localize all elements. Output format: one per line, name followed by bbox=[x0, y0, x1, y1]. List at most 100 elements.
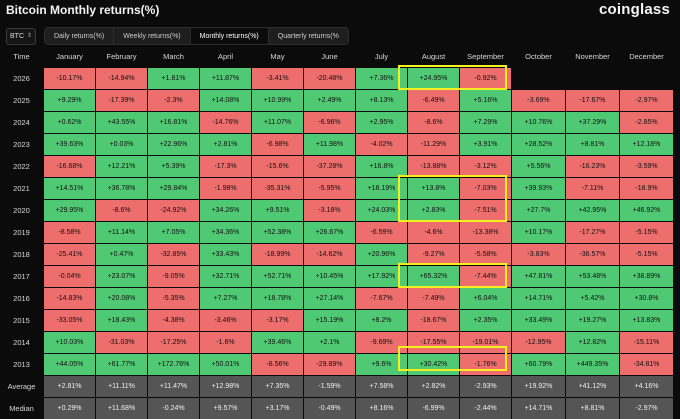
return-cell: +5.56% bbox=[512, 156, 565, 177]
tab-monthly-returns[interactable]: Monthly returns(%) bbox=[190, 28, 269, 44]
return-cell: -4.6% bbox=[408, 222, 459, 243]
return-cell: -13.38% bbox=[460, 222, 511, 243]
table-row: 2021 +14.51% +36.78% +29.84% -1.98% -35.31% -5… bbox=[0, 178, 680, 200]
return-cell: -16.68% bbox=[44, 156, 95, 177]
return-cell: -9.69% bbox=[356, 332, 407, 353]
up-down-chevron-icon: ⇕ bbox=[26, 33, 32, 39]
return-cell: -1.6% bbox=[200, 332, 251, 353]
row-year-label: 2026 bbox=[13, 74, 30, 83]
asset-select[interactable]: BTC ⇕ bbox=[6, 27, 36, 45]
column-header: April bbox=[217, 52, 233, 61]
summary-cell: +14.71% bbox=[512, 398, 565, 419]
return-cell: +18.78% bbox=[252, 288, 303, 309]
summary-cell: -1.59% bbox=[304, 376, 355, 397]
column-header: February bbox=[106, 52, 137, 61]
return-cell: -7.11% bbox=[566, 178, 619, 199]
return-cell bbox=[620, 68, 673, 89]
return-cell: +37.29% bbox=[566, 112, 619, 133]
return-cell: +11.87% bbox=[200, 68, 251, 89]
return-cell: +11.98% bbox=[304, 134, 355, 155]
return-cell: +10.76% bbox=[512, 112, 565, 133]
return-cell: +8.13% bbox=[356, 90, 407, 111]
return-cell: -1.76% bbox=[460, 354, 511, 375]
return-cell: +9.29% bbox=[44, 90, 95, 111]
return-cell: -14.76% bbox=[200, 112, 251, 133]
return-cell: -7.44% bbox=[460, 266, 511, 287]
return-cell: -5.58% bbox=[460, 244, 511, 265]
return-cell: -4.02% bbox=[356, 134, 407, 155]
return-cell: +53.48% bbox=[566, 266, 619, 287]
return-cell: +39.93% bbox=[512, 178, 565, 199]
summary-cell: +7.35% bbox=[252, 376, 303, 397]
return-cell: -17.39% bbox=[96, 90, 147, 111]
summary-row: Average +2.81% +11.11% +11.47% +12.98% +7.35%… bbox=[0, 376, 680, 398]
return-cell: +30.42% bbox=[408, 354, 459, 375]
tab-daily-returns[interactable]: Daily returns(%) bbox=[45, 28, 115, 44]
row-year-label: 2013 bbox=[13, 360, 30, 369]
return-cell: -3.59% bbox=[620, 156, 673, 177]
return-cell: +30.8% bbox=[620, 288, 673, 309]
return-cell: +32.71% bbox=[200, 266, 251, 287]
tab-quarterly-returns[interactable]: Quarterly returns(% bbox=[277, 32, 339, 40]
return-cell bbox=[512, 68, 565, 89]
return-cell: -7.49% bbox=[408, 288, 459, 309]
row-year-label: 2018 bbox=[13, 250, 30, 259]
row-year-label: 2022 bbox=[13, 162, 30, 171]
column-header: December bbox=[629, 52, 664, 61]
table-row: 2026 -10.17% -14.94% +1.81% +11.87% -3.41% -20… bbox=[0, 68, 680, 90]
column-header: July bbox=[374, 52, 389, 61]
row-year-label: 2021 bbox=[13, 184, 30, 193]
row-year-label: 2019 bbox=[13, 228, 30, 237]
return-cell: -0.04% bbox=[44, 266, 95, 287]
return-cell: -3.12% bbox=[460, 156, 511, 177]
return-cell: +5.42% bbox=[566, 288, 619, 309]
return-cell: +8.81% bbox=[566, 134, 619, 155]
column-header: November bbox=[575, 52, 610, 61]
table-row: 2020 +29.95% -8.6% -24.92% +34.26% +9.51% -3.1… bbox=[0, 200, 680, 222]
row-year-label: 2015 bbox=[13, 316, 30, 325]
column-header: March bbox=[163, 52, 184, 61]
return-cell: +0.03% bbox=[96, 134, 147, 155]
return-cell: +17.92% bbox=[356, 266, 407, 287]
summary-cell: +19.92% bbox=[512, 376, 565, 397]
return-cell: -36.57% bbox=[566, 244, 619, 265]
summary-label: Average bbox=[7, 382, 36, 391]
table-row: 2017 -0.04% +23.07% -9.05% +32.71% +52.71% +10… bbox=[0, 266, 680, 288]
return-cell: +1.81% bbox=[148, 68, 199, 89]
table-row: 2019 -8.58% +11.14% +7.05% +34.36% +52.38% +26… bbox=[0, 222, 680, 244]
return-cell: -4.38% bbox=[148, 310, 199, 331]
return-cell: -8.6% bbox=[408, 112, 459, 133]
return-cell: -17.27% bbox=[566, 222, 619, 243]
return-cell: -14.62% bbox=[304, 244, 355, 265]
return-cell: +23.07% bbox=[96, 266, 147, 287]
return-cell: -20.48% bbox=[304, 68, 355, 89]
return-cell: +47.81% bbox=[512, 266, 565, 287]
return-cell: -34.81% bbox=[620, 354, 673, 375]
tab-weekly-returns[interactable]: Weekly returns(%) bbox=[114, 28, 191, 44]
return-cell: +0.47% bbox=[96, 244, 147, 265]
return-cell: +7.29% bbox=[460, 112, 511, 133]
return-cell: -17.55% bbox=[408, 332, 459, 353]
table-row: 2022 -16.68% +12.21% +5.39% -17.3% -15.6% -37.… bbox=[0, 156, 680, 178]
summary-row: Median +0.29% +11.68% -0.24% +9.57% +3.17% -0.… bbox=[0, 398, 680, 419]
return-cell: +39.63% bbox=[44, 134, 95, 155]
toolbar: BTC ⇕ Daily returns(%) Weekly returns(%)… bbox=[6, 27, 349, 45]
return-cell: -2.85% bbox=[620, 112, 673, 133]
summary-cell: +7.58% bbox=[356, 376, 407, 397]
return-cell: -14.83% bbox=[44, 288, 95, 309]
return-cell: -3.18% bbox=[304, 200, 355, 221]
return-cell: +27.14% bbox=[304, 288, 355, 309]
table-row: 2016 -14.83% +20.08% -5.35% +7.27% +18.78% +27… bbox=[0, 288, 680, 310]
table-row: 2025 +9.29% -17.39% -2.3% +14.08% +10.99% +2.4… bbox=[0, 90, 680, 112]
return-cell: +2.35% bbox=[460, 310, 511, 331]
return-cell: +34.36% bbox=[200, 222, 251, 243]
return-cell: +11.07% bbox=[252, 112, 303, 133]
summary-cell: +4.16% bbox=[620, 376, 673, 397]
asset-select-value: BTC bbox=[10, 32, 24, 40]
summary-cell: +9.57% bbox=[200, 398, 251, 419]
returns-tabs: Daily returns(%) Weekly returns(%) Month… bbox=[44, 27, 349, 45]
return-cell: +38.89% bbox=[620, 266, 673, 287]
return-cell: +36.78% bbox=[96, 178, 147, 199]
return-cell: -8.6% bbox=[96, 200, 147, 221]
table-row: 2024 +0.62% +43.55% +16.81% -14.76% +11.07% -6… bbox=[0, 112, 680, 134]
